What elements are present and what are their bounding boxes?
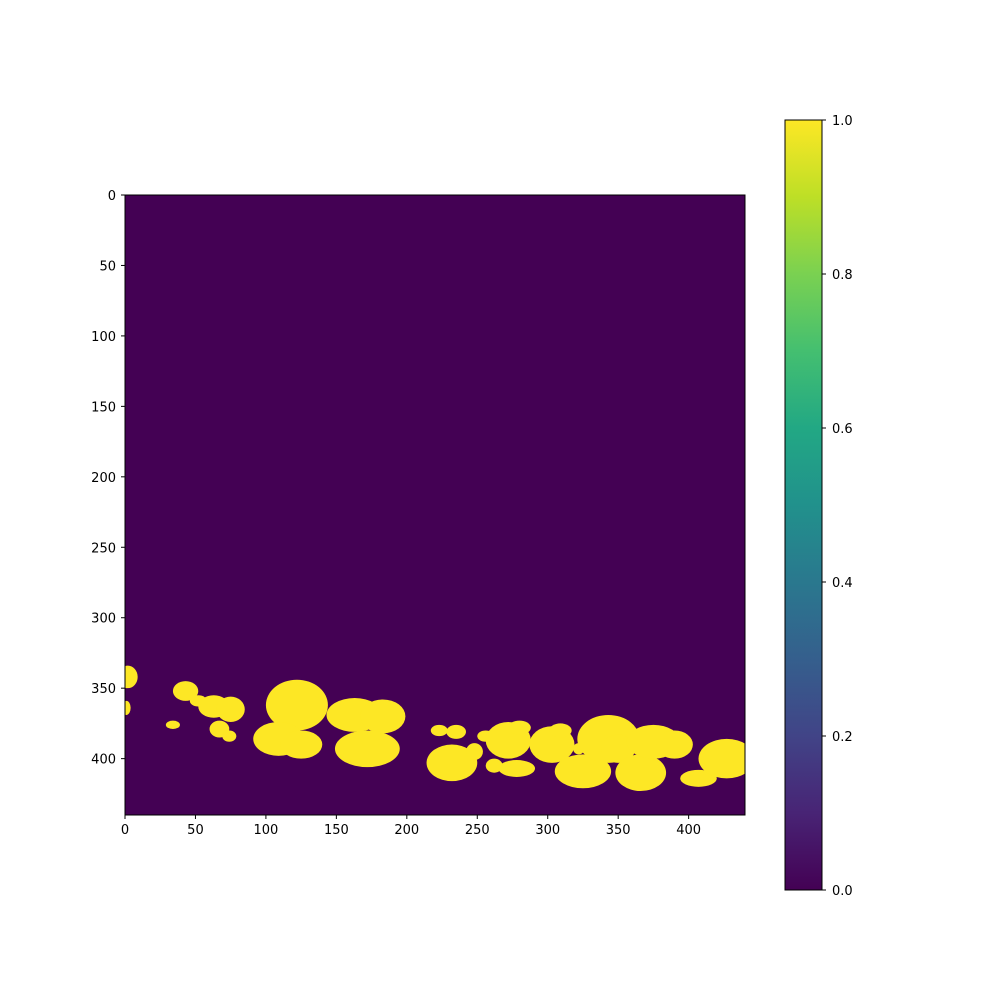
value-one-region [498,760,536,777]
value-one-region [125,665,138,689]
y-tick-label: 50 [99,259,116,274]
x-tick-label: 300 [535,823,560,838]
x-tick-label: 50 [187,823,204,838]
value-one-region [549,723,572,738]
value-one-region [554,754,612,789]
value-one-region [216,696,245,722]
value-one-region [430,724,448,737]
plot-area [124,194,746,816]
y-tick-label: 250 [91,541,116,556]
value-one-region [334,730,400,768]
colorbar: 0.0 0.2 0.4 0.6 0.8 1.0 [784,114,853,899]
y-tick-label: 200 [91,471,116,486]
value-one-region [222,730,237,742]
value-one-region [615,754,667,792]
colorbar-tick-label: 0.4 [832,576,853,591]
value-one-region [446,724,466,739]
value-one-region [485,758,503,773]
colorbar-frame [784,119,823,891]
colorbar-gradient [785,120,822,890]
x-tick-label: 350 [606,823,631,838]
x-tick-label: 250 [465,823,490,838]
y-tick-label: 400 [91,753,116,768]
value-one-region [280,730,323,759]
value-one-region [172,681,199,701]
value-one-region [125,700,131,715]
x-tick-label: 0 [121,823,129,838]
value-one-region [508,720,531,735]
x-tick-label: 100 [253,823,278,838]
value-one-region [680,769,717,787]
colorbar-tick-label: 0.6 [832,422,853,437]
y-tick-label: 100 [91,330,116,345]
y-tick-label: 350 [91,682,116,697]
value-one-region [265,679,328,731]
colorbar-tick-label: 1.0 [832,114,853,129]
value-one-region [165,720,180,730]
y-tick-label: 300 [91,612,116,627]
y-axis: 0 50 100 150 200 250 300 350 400 [91,189,125,768]
value-one-regions [125,665,745,792]
x-tick-label: 200 [394,823,419,838]
x-tick-label: 400 [676,823,701,838]
value-one-region [601,734,636,763]
value-one-region [466,743,483,761]
y-tick-label: 150 [91,400,116,415]
plot-frame [124,194,746,816]
x-axis: 0 50 100 150 200 250 300 350 400 [121,815,701,838]
value-one-region [656,730,693,759]
colorbar-tick-label: 0.0 [832,884,853,899]
value-one-region [360,699,406,734]
x-tick-label: 150 [324,823,349,838]
value-one-region [698,738,745,779]
y-tick-label: 0 [108,189,116,204]
value-one-region [426,744,478,782]
colorbar-tick-label: 0.8 [832,268,853,283]
colorbar-tick-label: 0.2 [832,730,853,745]
